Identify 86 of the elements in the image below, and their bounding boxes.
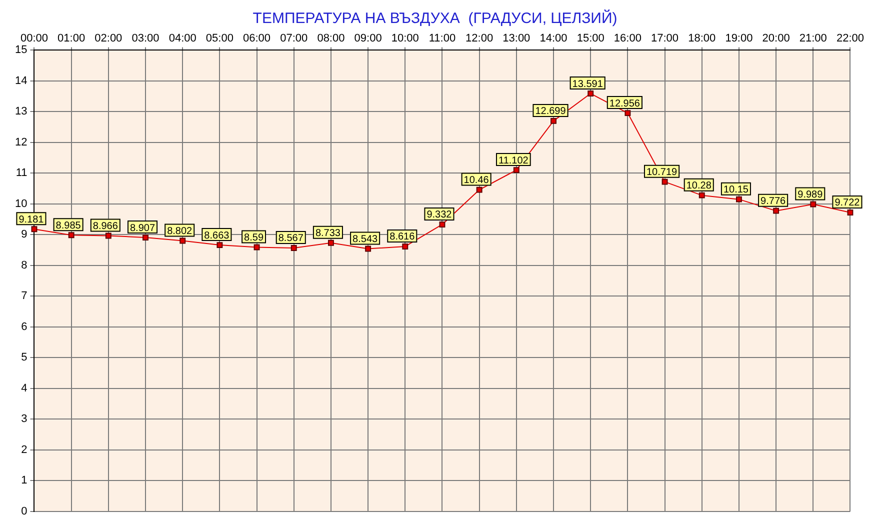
data-label: 12.956 xyxy=(609,98,640,110)
data-label: 8.59 xyxy=(244,232,264,244)
data-label: 12.699 xyxy=(535,106,566,118)
data-label: 8.663 xyxy=(204,230,230,242)
x-tick-label: 16:00 xyxy=(614,32,642,45)
x-tick-label: 09:00 xyxy=(354,32,382,45)
data-label: 11.102 xyxy=(498,155,529,166)
point xyxy=(588,90,594,96)
y-tick-label: 5 xyxy=(21,352,28,364)
data-label: 8.543 xyxy=(352,234,378,245)
x-tick-label: 07:00 xyxy=(280,32,308,45)
x-tick-label: 12:00 xyxy=(466,32,494,45)
y-tick-label: 0 xyxy=(21,505,28,518)
y-tick-label: 1 xyxy=(21,474,28,487)
point xyxy=(810,201,816,208)
point xyxy=(513,167,520,174)
point xyxy=(439,221,446,228)
point xyxy=(624,110,631,116)
point xyxy=(68,232,74,238)
y-tick-label: 14 xyxy=(14,74,28,87)
x-tick-label: 04:00 xyxy=(168,32,196,45)
data-label: 10.46 xyxy=(464,175,490,186)
data-label: 10.28 xyxy=(686,180,712,192)
x-tick-label: 08:00 xyxy=(317,32,345,45)
x-tick-label: 10:00 xyxy=(391,32,419,45)
point xyxy=(847,210,854,216)
point xyxy=(290,245,297,251)
x-tick-label: 22:00 xyxy=(836,32,864,45)
data-label: 9.989 xyxy=(798,190,824,201)
data-label: 8.907 xyxy=(130,222,156,234)
data-label: 8.966 xyxy=(92,220,118,232)
data-label: 10.15 xyxy=(723,184,749,196)
data-label: 10.719 xyxy=(646,167,678,178)
y-tick-label: 12 xyxy=(14,136,28,148)
x-tick-label: 21:00 xyxy=(799,32,827,45)
x-tick-label: 03:00 xyxy=(132,32,160,45)
y-tick-label: 11 xyxy=(16,167,28,180)
data-label: 9.776 xyxy=(760,196,786,208)
point xyxy=(365,246,372,252)
x-tick-label: 11:00 xyxy=(428,32,456,45)
y-tick-label: 13 xyxy=(14,106,28,118)
data-label: 9.332 xyxy=(426,210,452,221)
x-tick-label: 05:00 xyxy=(206,32,234,45)
x-tick-label: 15:00 xyxy=(576,32,604,45)
point xyxy=(550,118,556,124)
y-tick-label: 2 xyxy=(21,444,28,456)
y-tick-label: 9 xyxy=(21,228,28,241)
data-label: 9.181 xyxy=(18,214,44,226)
x-tick-label: 13:00 xyxy=(502,32,530,45)
point xyxy=(31,226,38,232)
x-tick-label: 20:00 xyxy=(762,32,790,45)
data-label: 8.733 xyxy=(315,228,341,240)
point xyxy=(328,240,334,246)
x-tick-label: 18:00 xyxy=(688,32,716,45)
point xyxy=(216,242,223,248)
point xyxy=(662,178,668,185)
point xyxy=(142,234,148,241)
y-tick-label: 8 xyxy=(21,259,28,272)
data-label: 13.591 xyxy=(572,78,604,90)
y-tick-label: 4 xyxy=(21,382,28,394)
x-tick-label: 14:00 xyxy=(540,32,568,45)
y-tick-label: 15 xyxy=(14,44,28,56)
point xyxy=(773,208,780,214)
x-tick-label: 06:00 xyxy=(243,32,271,45)
point xyxy=(698,192,705,198)
y-tick-label: 3 xyxy=(21,413,28,426)
y-tick-label: 7 xyxy=(21,290,28,302)
x-tick-label: 00:00 xyxy=(20,32,48,45)
data-label: 8.567 xyxy=(278,233,304,244)
data-label: 8.985 xyxy=(56,220,82,232)
x-tick-label: 17:00 xyxy=(651,32,679,45)
data-label: 9.722 xyxy=(834,198,860,209)
x-tick-label: 19:00 xyxy=(725,32,753,45)
point xyxy=(402,244,408,250)
x-tick-label: 01:00 xyxy=(58,32,86,45)
data-label: 8.616 xyxy=(390,232,416,243)
point xyxy=(736,196,742,202)
x-tick-label: 02:00 xyxy=(94,32,122,45)
data-label: 8.802 xyxy=(167,226,193,238)
point xyxy=(105,232,112,239)
chart-title: ТЕМПЕРАТУРА НА ВЪЗДУХА (ГРАДУСИ, ЦЕЛЗИЙ) xyxy=(252,9,618,28)
y-tick-label: 10 xyxy=(14,198,28,210)
point xyxy=(180,238,186,244)
point xyxy=(254,244,260,250)
point xyxy=(476,186,482,193)
y-tick-label: 6 xyxy=(21,320,28,333)
